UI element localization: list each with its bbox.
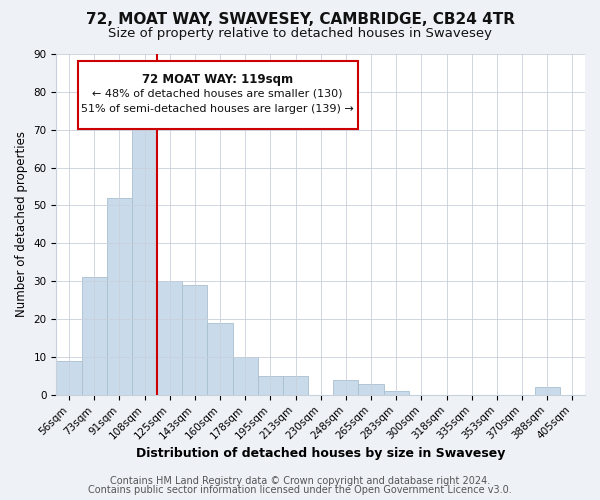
Text: 51% of semi-detached houses are larger (139) →: 51% of semi-detached houses are larger (… <box>81 104 354 115</box>
Text: 72 MOAT WAY: 119sqm: 72 MOAT WAY: 119sqm <box>142 72 293 86</box>
Text: ← 48% of detached houses are smaller (130): ← 48% of detached houses are smaller (13… <box>92 89 343 99</box>
Bar <box>132 130 157 395</box>
Bar <box>383 391 409 395</box>
Bar <box>333 380 358 395</box>
Bar <box>233 357 258 395</box>
Bar <box>56 361 82 395</box>
Bar <box>157 281 182 395</box>
Text: Contains HM Land Registry data © Crown copyright and database right 2024.: Contains HM Land Registry data © Crown c… <box>110 476 490 486</box>
Bar <box>182 285 208 395</box>
Bar <box>535 388 560 395</box>
FancyBboxPatch shape <box>77 61 358 129</box>
Text: 72, MOAT WAY, SWAVESEY, CAMBRIDGE, CB24 4TR: 72, MOAT WAY, SWAVESEY, CAMBRIDGE, CB24 … <box>86 12 515 28</box>
Bar <box>208 323 233 395</box>
X-axis label: Distribution of detached houses by size in Swavesey: Distribution of detached houses by size … <box>136 447 505 460</box>
Bar <box>358 384 383 395</box>
Bar <box>258 376 283 395</box>
Bar <box>107 198 132 395</box>
Bar <box>283 376 308 395</box>
Bar <box>82 278 107 395</box>
Text: Size of property relative to detached houses in Swavesey: Size of property relative to detached ho… <box>108 28 492 40</box>
Text: Contains public sector information licensed under the Open Government Licence v3: Contains public sector information licen… <box>88 485 512 495</box>
Y-axis label: Number of detached properties: Number of detached properties <box>15 132 28 318</box>
